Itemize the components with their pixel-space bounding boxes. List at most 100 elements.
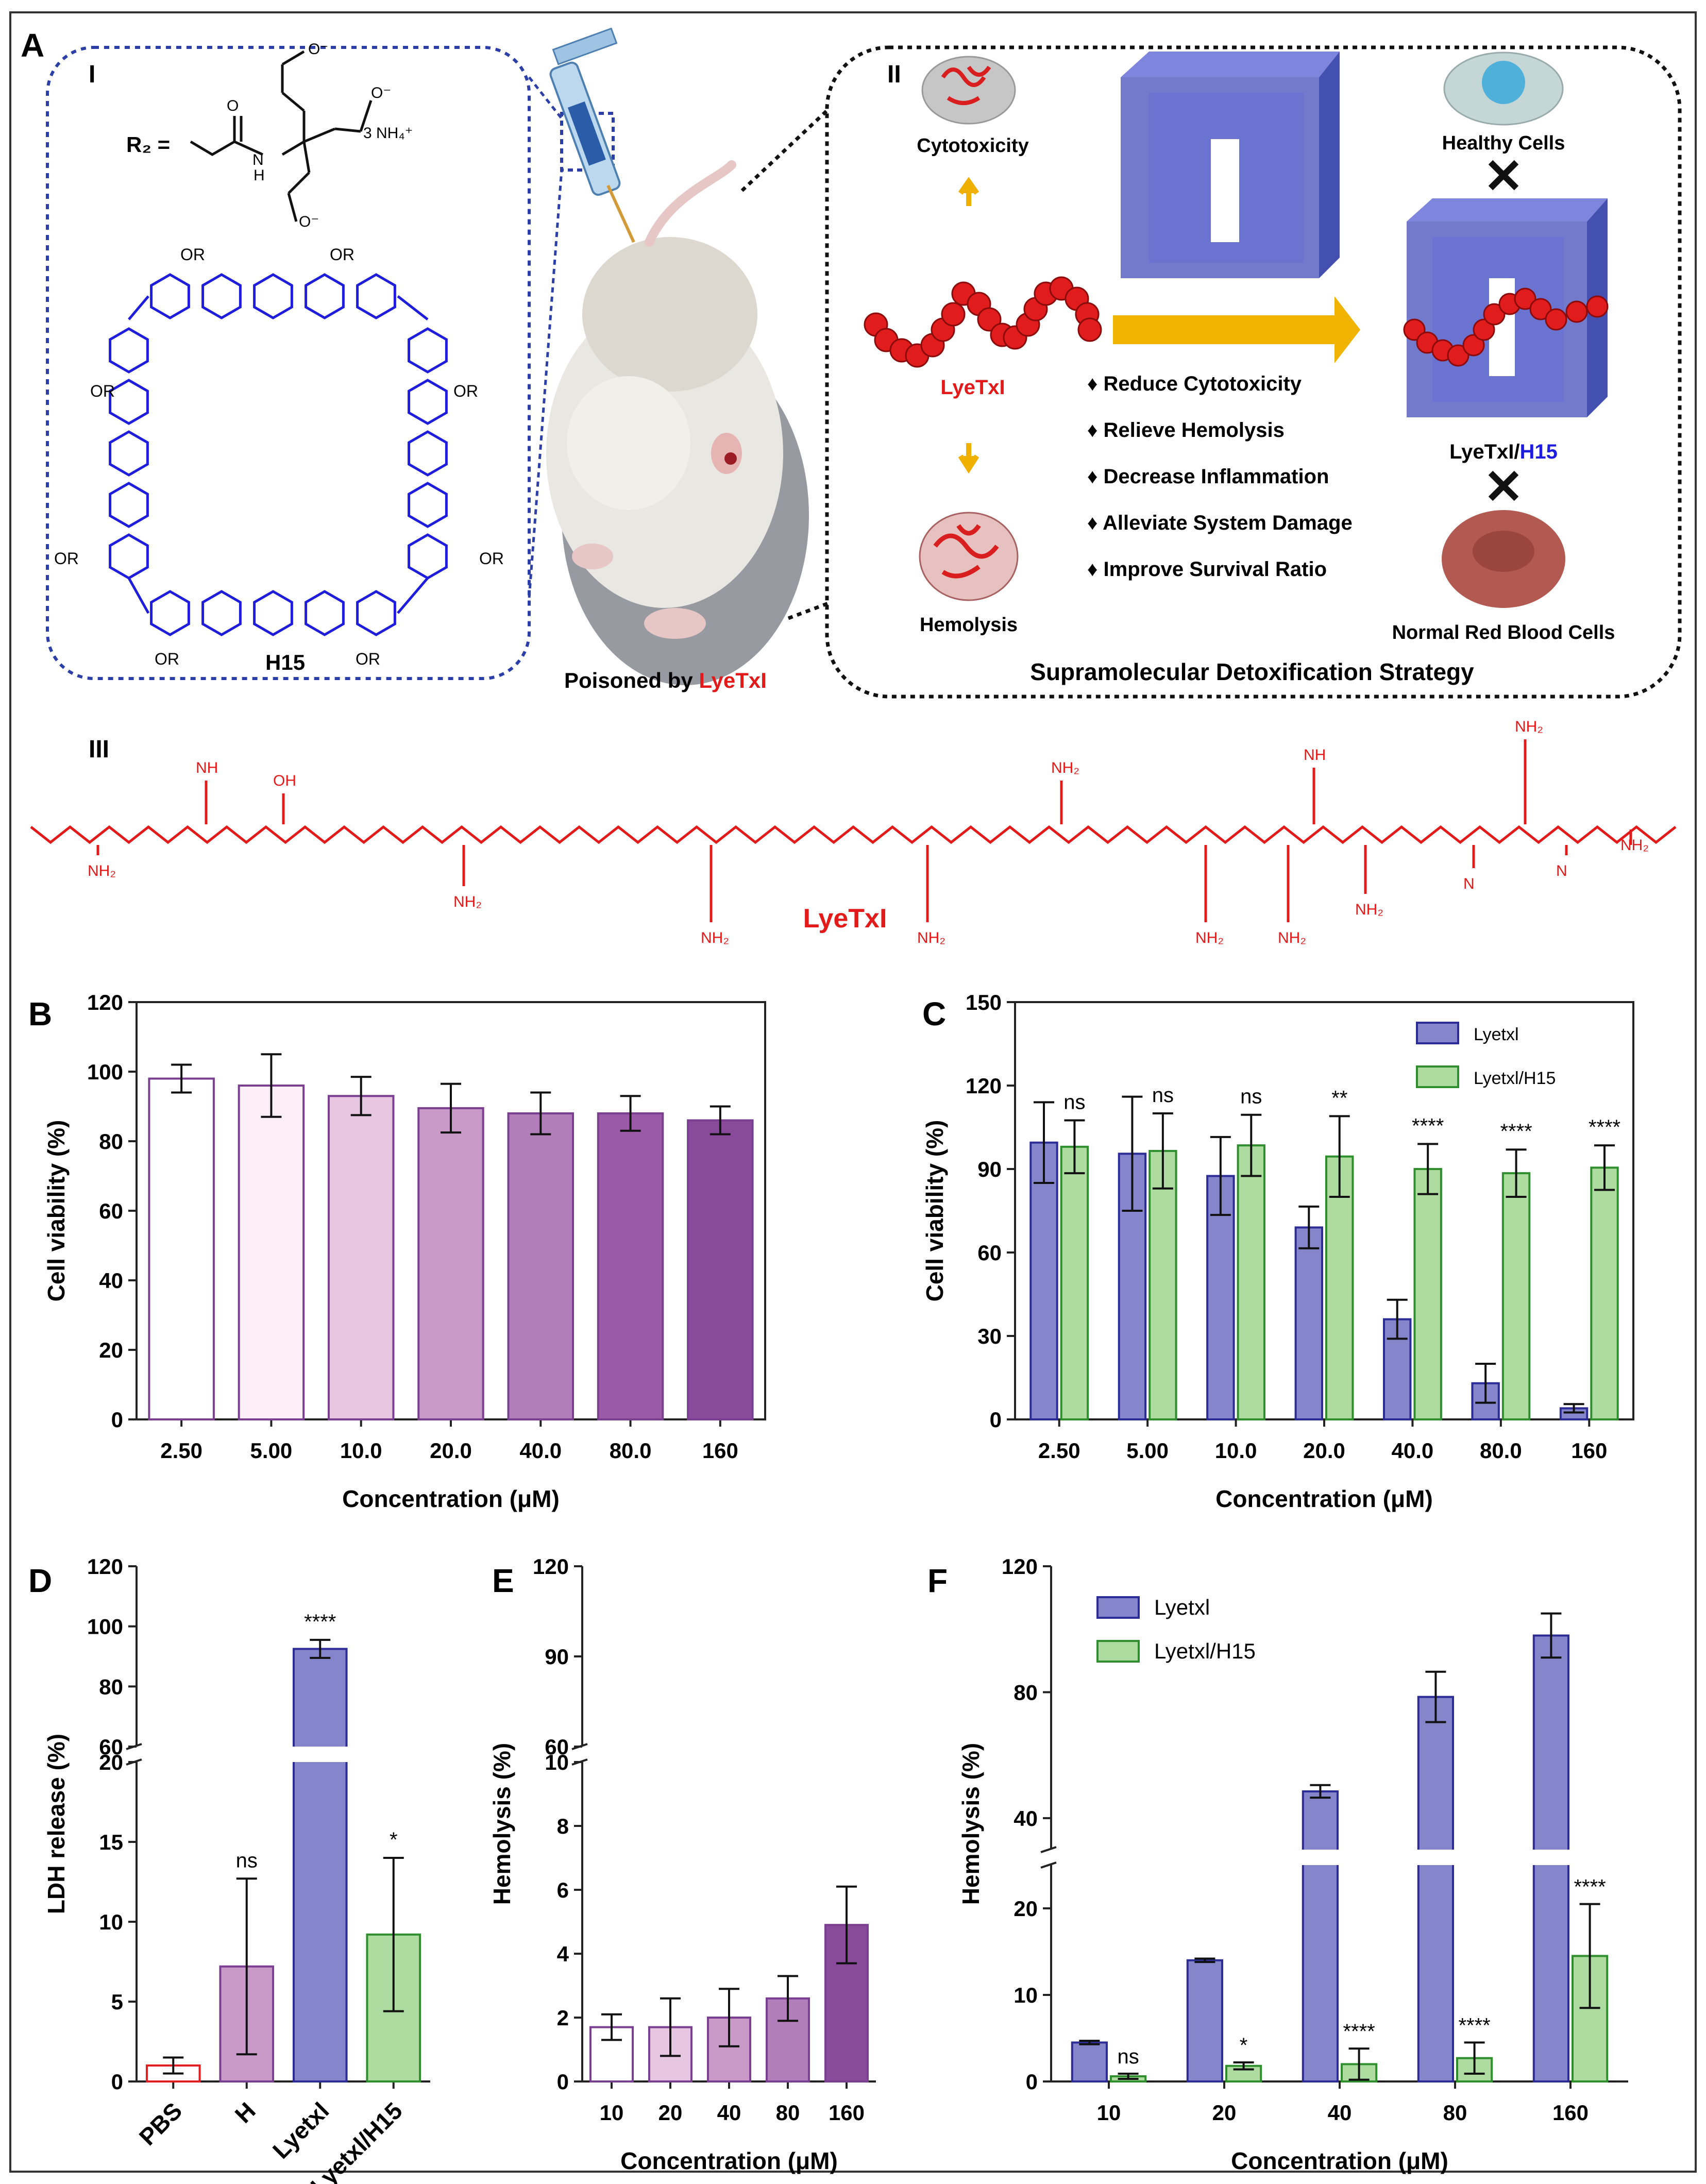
roman-ii: II [887, 61, 901, 88]
x-tick-label: 40 [717, 2101, 741, 2125]
significance-label: **** [1500, 1120, 1532, 1143]
cytotoxicity-label: Cytotoxicity [917, 135, 1028, 157]
x-tick-label: 10 [600, 2101, 624, 2125]
significance-label: ns [236, 1849, 258, 1872]
significance-label: **** [1589, 1116, 1620, 1139]
x-tick-label: 160 [1552, 2101, 1589, 2125]
r2-carboxylate-2: O⁻ [371, 84, 391, 101]
side-chain-group: N [1463, 875, 1475, 892]
y-tick-label: 120 [87, 990, 123, 1014]
y-tick-label: 120 [966, 1074, 1002, 1098]
lyetxi-structure [30, 739, 1677, 922]
x-tick-label: 10.0 [340, 1438, 382, 1463]
block-x-icon-bottom [1488, 470, 1519, 501]
h15-macrocycle [109, 273, 448, 636]
panel-letter-a: A [21, 27, 44, 64]
significance-label: ns [1152, 1084, 1174, 1107]
bar [1590, 1166, 1619, 1421]
benefit-2: ♦ Relieve Hemolysis [1087, 419, 1285, 442]
y-axis-label: Hemolysis (%) [488, 1743, 515, 1905]
r2-label: R₂ = [126, 132, 170, 157]
axis-break [126, 1747, 147, 1762]
bar [327, 1095, 395, 1420]
subpanel-i-frame [46, 46, 531, 680]
y-tick-label: 150 [966, 990, 1002, 1014]
x-tick-label: 5.00 [1126, 1438, 1169, 1463]
y-axis-label: LDH release (%) [43, 1734, 70, 1914]
y-tick-label: 20 [99, 1750, 123, 1774]
side-chain-group: NH₂ [1051, 759, 1079, 776]
x-tick-label: H [230, 2097, 261, 2128]
bar-break-gap [292, 1747, 348, 1762]
axis-break-mark [1040, 1846, 1057, 1853]
significance-label: ns [1240, 1086, 1262, 1108]
r2-nh: N [252, 151, 264, 168]
bar [1186, 1959, 1224, 2083]
benefit-4: ♦ Alleviate System Damage [1087, 512, 1353, 534]
r2-carboxylate-3: O⁻ [299, 213, 319, 230]
side-chain-group: NH₂ [88, 862, 116, 879]
x-tick-label: 160 [1571, 1438, 1607, 1463]
bar [1417, 1696, 1455, 2083]
x-tick-label: 10 [1097, 2101, 1121, 2125]
legend-label: Lyetxl [1154, 1595, 1210, 1619]
r2-carboxylate-1: O⁻ [308, 41, 328, 58]
y-tick-label: 8 [557, 1814, 569, 1838]
hemolysis-cell-icon [919, 512, 1019, 601]
lyetxi-h15-complex-icon [1403, 198, 1609, 417]
x-axis-label: Concentration (μM) [1215, 1485, 1433, 1512]
x-tick-label: 40.0 [1392, 1438, 1434, 1463]
syringe [549, 27, 635, 243]
significance-label: ns [1063, 1091, 1085, 1114]
y-tick-label: 60 [977, 1241, 1002, 1265]
x-tick-label: 20 [1212, 2101, 1237, 2125]
bar [1071, 2041, 1108, 2083]
arrow-up-icon [958, 177, 979, 206]
y-tick-label: 40 [99, 1268, 123, 1293]
x-tick-label: 5.00 [250, 1438, 293, 1463]
significance-label: ** [1331, 1087, 1347, 1109]
x-tick-label: Lyetxl [267, 2097, 334, 2164]
x-tick-label: 80.0 [610, 1438, 652, 1463]
bar-break-gap [1416, 1850, 1455, 1865]
benefit-3: ♦ Decrease Inflammation [1087, 465, 1329, 488]
r2-nh-h: H [254, 167, 265, 184]
h15-host-box [1121, 52, 1340, 278]
bar [1237, 1144, 1266, 1421]
y-tick-label: 10 [1014, 1983, 1038, 2007]
block-x-icon-top [1488, 160, 1519, 191]
x-tick-label: 20.0 [1303, 1438, 1345, 1463]
side-chain-group: OH [273, 772, 296, 789]
benefit-5: ♦ Improve Survival Ratio [1087, 558, 1327, 581]
strategy-title: Supramolecular Detoxification Strategy [1030, 658, 1474, 685]
bar [597, 1112, 664, 1420]
significance-label: * [390, 1829, 398, 1851]
mouse-image [546, 160, 809, 685]
significance-label: * [1240, 2034, 1248, 2057]
h15-or-1: OR [155, 650, 179, 668]
h15-or-3: OR [180, 245, 205, 264]
r2-ammonium: 3 NH₄⁺ [363, 125, 413, 142]
x-axis-label: Concentration (μM) [342, 1485, 560, 1512]
side-chain-group: NH₂ [1355, 901, 1383, 918]
y-tick-label: 20 [99, 1338, 123, 1362]
big-arrow-icon [1113, 296, 1360, 363]
side-chain-group: NH₂ [453, 893, 482, 910]
h15-or-2: OR [356, 650, 380, 668]
side-chain-group: NH₂ [1278, 929, 1306, 946]
side-chain-group: NH₂ [917, 929, 945, 946]
y-axis-label: Cell viability (%) [921, 1120, 948, 1302]
significance-label: ns [1117, 2045, 1139, 2068]
significance-label: **** [1343, 2020, 1375, 2043]
roman-iii: III [89, 736, 109, 763]
x-tick-label: 40.0 [519, 1438, 562, 1463]
y-tick-label: 0 [111, 2070, 123, 2094]
peptide-label: LyeTxI [940, 376, 1005, 399]
panel-letter: B [28, 995, 52, 1032]
lyetxi-structure-groups: NH₂ NH OH NH₂ NH₂ NH₂ NH₂ NH₂ NH N NH₂ NH₂ NH₂ N NH₂ [88, 718, 1649, 946]
bar [1060, 1145, 1089, 1421]
y-tick-label: 120 [1002, 1554, 1038, 1579]
h15-or-5: OR [90, 382, 115, 400]
